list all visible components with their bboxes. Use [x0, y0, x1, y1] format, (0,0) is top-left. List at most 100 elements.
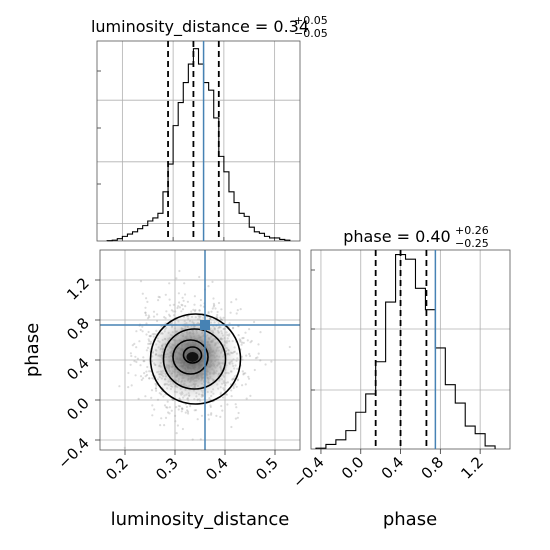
joint-xtick-label-0: 0.2: [102, 454, 132, 484]
joint-sample-point: [242, 341, 245, 344]
joint-sample-point: [177, 404, 180, 408]
joint-sample-point: [140, 378, 143, 381]
joint-sample-point: [144, 314, 148, 317]
joint-sample-point: [169, 304, 172, 307]
joint-sample-point: [185, 405, 188, 408]
joint-ytick-label-0: −0.4: [54, 434, 92, 472]
joint-sample-point: [184, 293, 187, 296]
joint-sample-point: [157, 299, 160, 302]
joint-sample-point: [148, 377, 151, 380]
joint-sample-point: [144, 306, 147, 309]
joint-sample-point: [232, 386, 235, 390]
joint-sample-point: [238, 338, 241, 341]
joint-ytick-label-4: 1.2: [63, 274, 93, 304]
joint-sample-point: [130, 354, 133, 358]
joint-sample-point: [235, 385, 238, 388]
joint-sample-point: [230, 395, 233, 398]
joint-sample-point: [163, 424, 166, 427]
joint-sample-point: [184, 411, 187, 414]
joint-sample-point: [234, 383, 237, 386]
joint-sample-point: [175, 432, 178, 435]
joint-sample-point: [212, 297, 215, 300]
joint-sample-point: [144, 311, 147, 314]
joint-sample-point: [166, 406, 169, 409]
joint-sample-point: [259, 331, 262, 334]
joint-sample-point: [139, 280, 143, 283]
joint-sample-point: [230, 425, 233, 429]
joint-sample-point: [134, 355, 137, 358]
joint-scatter-frame: [99, 249, 301, 451]
joint-sample-point: [241, 384, 244, 387]
joint-sample-point: [153, 408, 156, 411]
joint-xtick-label-1: 0.3: [152, 454, 182, 484]
joint-sample-point: [244, 331, 247, 334]
joint-sample-point: [141, 325, 144, 328]
phase-title-plus: +0.26: [455, 224, 489, 237]
joint-sample-point: [191, 438, 194, 441]
joint-sample-point: [174, 414, 177, 417]
joint-sample-point: [144, 375, 147, 378]
joint-sample-point: [127, 386, 130, 389]
joint-sample-point: [241, 341, 244, 344]
phase-hist-xtick-label-1: 0.0: [338, 453, 368, 483]
joint-sample-point: [154, 387, 158, 390]
joint-sample-point: [219, 316, 222, 319]
joint-sample-point: [183, 282, 186, 285]
joint-scatter-panel: 0.2 0.3 0.4 0.5 −0.4 0.0 0.4 0.8 1.2 luminosity…: [22, 249, 301, 530]
joint-sample-point: [214, 307, 217, 310]
luminosity-distance-histogram-marks: [106, 41, 291, 242]
joint-sample-point: [234, 403, 237, 406]
joint-sample-point: [180, 303, 183, 306]
joint-sample-point: [176, 424, 179, 427]
luminosity-distance-x-axis-label: luminosity_distance: [111, 509, 290, 530]
joint-sample-point: [186, 461, 188, 463]
joint-sample-point: [248, 352, 251, 356]
joint-sample-point: [216, 313, 219, 317]
joint-sample-point: [207, 413, 210, 416]
joint-sample-point: [150, 396, 153, 399]
joint-sample-point: [165, 406, 168, 409]
joint-sample-point: [235, 312, 238, 315]
joint-ytick-label-2: 0.4: [63, 354, 93, 384]
joint-sample-point: [180, 410, 183, 413]
joint-sample-point: [247, 375, 250, 378]
joint-sample-point: [118, 385, 121, 388]
joint-sample-point: [177, 305, 180, 308]
joint-sample-point: [168, 406, 171, 409]
joint-sample-point: [181, 296, 184, 299]
joint-sample-point: [127, 371, 130, 375]
joint-sample-point: [236, 416, 239, 419]
joint-sample-point: [241, 358, 244, 361]
joint-sample-point: [151, 404, 154, 407]
joint-sample-point: [163, 404, 167, 407]
joint-sample-point: [134, 374, 137, 377]
joint-sample-point: [147, 330, 150, 334]
joint-sample-point: [165, 310, 168, 313]
phase-histogram-x-ticks: −0.4 0.0 0.4 0.8 1.2: [289, 449, 487, 492]
joint-sample-point: [167, 411, 170, 414]
joint-sample-point: [135, 330, 138, 333]
joint-sample-point: [130, 384, 133, 387]
joint-sample-point: [186, 300, 189, 303]
phase-histogram-panel: phase = 0.40 +0.26 −0.25 −0.4 0.0 0.4 0.8 1.…: [289, 224, 511, 530]
joint-y-ticks: −0.4 0.0 0.4 0.8 1.2: [54, 274, 100, 473]
joint-sample-point: [174, 310, 177, 313]
joint-sample-point: [198, 275, 201, 279]
joint-sample-point: [253, 320, 256, 324]
joint-sample-point: [248, 354, 252, 358]
joint-sample-point: [235, 406, 238, 409]
joint-peak-marker: [186, 352, 199, 362]
joint-sample-point: [242, 372, 245, 375]
joint-sample-point: [220, 404, 223, 408]
joint-sample-point: [215, 414, 218, 417]
joint-sample-point: [245, 397, 248, 400]
joint-sample-point: [207, 418, 210, 421]
joint-sample-point: [141, 292, 144, 295]
joint-sample-point: [178, 269, 181, 273]
joint-sample-point: [237, 334, 240, 337]
joint-sample-point: [141, 330, 144, 333]
joint-contour-1: [172, 339, 209, 375]
joint-sample-point: [133, 360, 136, 363]
joint-sample-point: [248, 328, 251, 331]
joint-sample-point: [210, 310, 213, 313]
